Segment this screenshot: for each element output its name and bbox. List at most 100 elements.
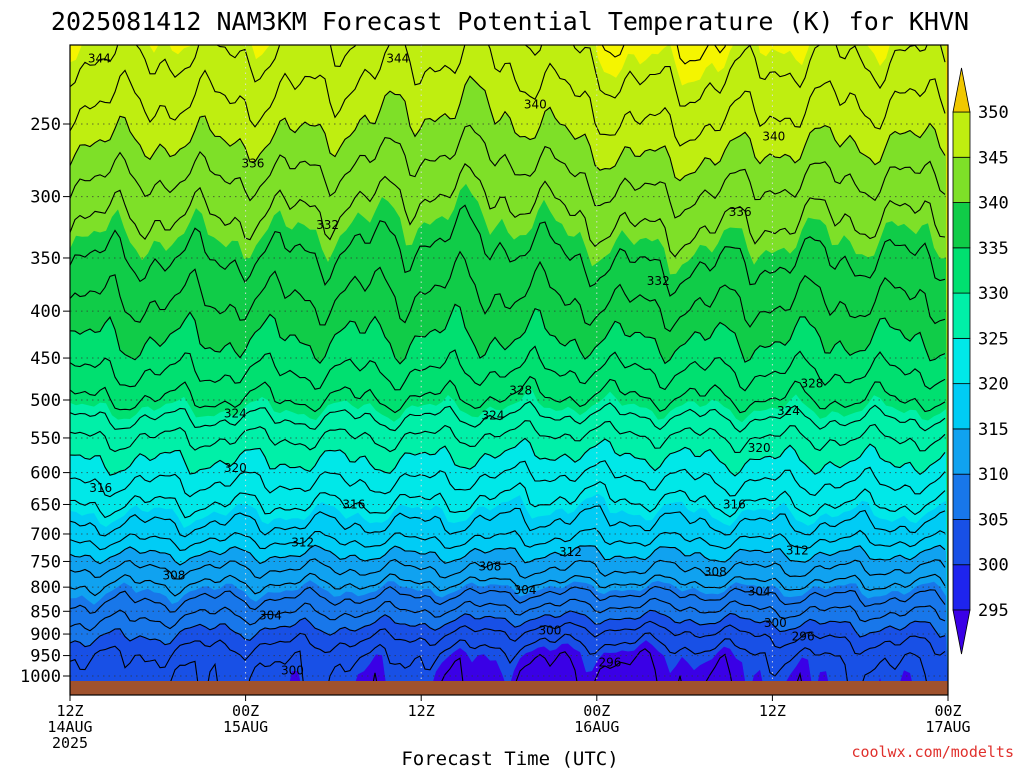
- contour-lines: [70, 45, 946, 681]
- colorbar-label-295: 295: [978, 601, 1009, 621]
- plot-frame: [69, 44, 949, 696]
- contour-label-336: 336: [241, 156, 264, 170]
- y-tick-label-800: 800: [30, 578, 61, 598]
- contour-label-316: 316: [723, 497, 746, 511]
- contour-label-312: 312: [559, 545, 582, 559]
- contour-label-320: 320: [748, 441, 771, 455]
- contour-330: [70, 303, 946, 365]
- contour-label-296: 296: [599, 656, 622, 670]
- y-tick-label-750: 750: [30, 552, 61, 572]
- contour-label-324: 324: [224, 406, 247, 420]
- colorbar-label-300: 300: [978, 556, 1009, 576]
- colorbar-label-340: 340: [978, 194, 1009, 214]
- contour-label-332: 332: [316, 218, 339, 232]
- colorbar-segment-300: [952, 519, 971, 566]
- y-tick-label-900: 900: [30, 625, 61, 645]
- colorbar-segment-320: [952, 337, 971, 385]
- contour-label-296: 296: [792, 630, 815, 644]
- contour-label-320: 320: [224, 461, 247, 475]
- contour-340: [70, 75, 946, 182]
- contour-label-304: 304: [748, 585, 771, 599]
- y-tick-label-450: 450: [30, 349, 61, 369]
- contour-label-308: 308: [479, 560, 502, 574]
- colorbar-top-arrow: [952, 67, 971, 113]
- x-tick-label-24-1: 12Z: [408, 702, 435, 720]
- contour-label-332: 332: [647, 274, 670, 288]
- contour-320: [70, 437, 946, 477]
- contour-332: [70, 250, 946, 333]
- colorbar-segment-330: [952, 247, 971, 294]
- contour-312: [70, 527, 946, 551]
- grid-lines: [70, 45, 948, 681]
- colorbar-segment-335: [952, 202, 971, 249]
- contour-344: [70, 45, 946, 107]
- contour-label-300: 300: [539, 623, 562, 637]
- contour-label-304: 304: [514, 583, 537, 597]
- contour-label-324: 324: [777, 404, 800, 418]
- colorbar-label-325: 325: [978, 329, 1009, 349]
- contour-label-316: 316: [342, 497, 365, 511]
- contour-label-324: 324: [481, 409, 504, 423]
- x-tick-label-0-2: 14AUG: [47, 718, 92, 736]
- contour-label-312: 312: [786, 544, 809, 558]
- x-tick-label-48-1: 12Z: [759, 702, 786, 720]
- y-tick-label-550: 550: [30, 429, 61, 449]
- chart-title: 2025081412 NAM3KM Forecast Potential Tem…: [51, 7, 969, 36]
- colorbar-label-315: 315: [978, 420, 1009, 440]
- contour-294: [372, 648, 802, 681]
- y-tick-label-600: 600: [30, 464, 61, 484]
- y-tick-label-850: 850: [30, 602, 61, 622]
- contour-326: [70, 375, 946, 414]
- y-tick-label-1000: 1000: [20, 667, 61, 687]
- colorbar-segment-315: [952, 383, 971, 430]
- x-tick-label-36-1: 00Z: [583, 702, 610, 720]
- x-tick-label-0-1: 12Z: [56, 702, 83, 720]
- colorbar-segment-310: [952, 428, 971, 475]
- colorbar-segment-305: [952, 473, 971, 520]
- y-tick-label-400: 400: [30, 302, 61, 322]
- contour-label-304: 304: [259, 608, 282, 622]
- contour-316: [70, 481, 946, 519]
- y-tick-label-250: 250: [30, 115, 61, 135]
- colorbar: 295 300 305 310 315 320 325 330 335 340 345 350: [952, 67, 1009, 655]
- contour-334: [70, 204, 946, 297]
- colorbar-segment-325: [952, 292, 971, 339]
- contour-label-336: 336: [729, 205, 752, 219]
- contour-322: [70, 420, 946, 453]
- y-axis-ticks: 250 300 350 400 450 500 550 600 650 700 750 800 850 9…: [20, 115, 70, 687]
- contour-336: [70, 163, 946, 258]
- colorbar-label-350: 350: [978, 103, 1009, 123]
- y-tick-label-950: 950: [30, 647, 61, 667]
- contour-label-328: 328: [800, 377, 823, 391]
- contour-324: [70, 400, 946, 433]
- plot-area: [70, 45, 948, 681]
- contour-302: [70, 597, 946, 632]
- contour-298: [70, 620, 946, 671]
- contour-label-300: 300: [281, 663, 304, 677]
- contour-label-308: 308: [162, 569, 185, 583]
- colorbar-label-310: 310: [978, 465, 1009, 485]
- ground-surface: [70, 681, 948, 695]
- y-tick-label-650: 650: [30, 495, 61, 515]
- contour-300: [70, 609, 946, 648]
- colorbar-label-320: 320: [978, 375, 1009, 395]
- contour-308: [70, 558, 946, 580]
- contour-label-312: 312: [291, 535, 314, 549]
- contour-label-300: 300: [764, 616, 787, 630]
- contour-296: [170, 632, 927, 681]
- color-bands: [70, 45, 948, 681]
- contour-304: [70, 585, 946, 614]
- contour-label-340: 340: [762, 130, 785, 144]
- colorbar-label-345: 345: [978, 148, 1009, 168]
- contour-338: [70, 124, 946, 219]
- band-below-295: [289, 640, 912, 681]
- contour-label-344: 344: [386, 51, 409, 65]
- credit-text: coolwx.com/modelts: [851, 743, 1014, 761]
- contour-314: [70, 505, 946, 538]
- contour-label-316: 316: [89, 481, 112, 495]
- x-tick-label-60-2: 17AUG: [925, 718, 970, 736]
- contour-label-344: 344: [88, 51, 111, 65]
